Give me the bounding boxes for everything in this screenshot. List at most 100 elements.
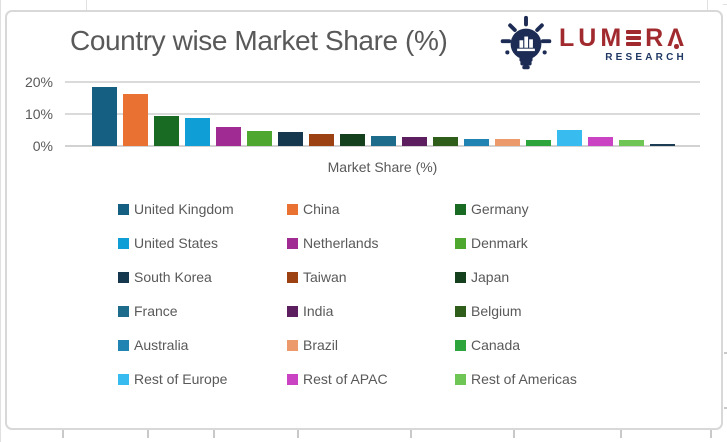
legend-item-united-states[interactable]: United States xyxy=(118,226,287,260)
legend-label: Netherlands xyxy=(303,235,379,251)
legend-item-australia[interactable]: Australia xyxy=(118,328,287,362)
y-tick-10: 10% xyxy=(24,106,53,122)
logo-letter-a: Λ xyxy=(667,23,688,52)
legend-label: China xyxy=(303,201,340,217)
brand-tagline: RESEARCH xyxy=(605,51,687,63)
x-axis-title: Market Share (%) xyxy=(327,159,438,175)
legend-label: Taiwan xyxy=(303,269,347,285)
lightbulb-bar-chart-icon xyxy=(500,15,552,70)
legend-label: Rest of Europe xyxy=(134,371,228,387)
legend-item-taiwan[interactable]: Taiwan xyxy=(287,260,455,294)
legend-swatch-rest-of-europe xyxy=(118,373,129,385)
legend-swatch-japan xyxy=(455,271,466,283)
chart-area[interactable]: Country wise Market Share (%) xyxy=(5,10,723,430)
legend-label: Denmark xyxy=(471,235,528,251)
logo-letter-e-bars xyxy=(626,30,642,46)
bar-china[interactable] xyxy=(123,94,148,146)
legend-label: India xyxy=(303,303,334,319)
legend-label: United Kingdom xyxy=(134,201,234,217)
legend-swatch-germany xyxy=(455,203,466,215)
sheet-column-tick xyxy=(297,430,299,438)
y-tick-20: 20% xyxy=(24,74,53,90)
legend-swatch-rest-of-americas xyxy=(455,373,466,385)
sheet-column-tick xyxy=(410,430,412,438)
legend-item-united-kingdom[interactable]: United Kingdom xyxy=(118,192,287,226)
bar-france[interactable] xyxy=(371,136,396,146)
bar-denmark[interactable] xyxy=(247,131,272,146)
legend-label: Germany xyxy=(471,201,529,217)
legend-label: Brazil xyxy=(303,337,339,353)
legend-item-denmark[interactable]: Denmark xyxy=(455,226,655,260)
chart-legend: United Kingdom China Germany United States N… xyxy=(118,192,655,396)
legend-swatch-belgium xyxy=(455,305,466,317)
bar-rest-of-europe[interactable] xyxy=(557,130,582,146)
legend-item-rest-of-europe[interactable]: Rest of Europe xyxy=(118,362,287,396)
legend-swatch-canada xyxy=(455,339,466,351)
legend-swatch-denmark xyxy=(455,237,466,249)
bar-rest-of-apac[interactable] xyxy=(588,137,613,146)
sheet-gridline-top-1 xyxy=(86,0,87,10)
gridline-10pct xyxy=(65,113,700,115)
sheet-column-tick xyxy=(710,430,712,438)
legend-item-rest-of-americas[interactable]: Rest of Americas xyxy=(455,362,655,396)
legend-item-rest-of-apac[interactable]: Rest of APAC xyxy=(287,362,455,396)
bar-netherlands[interactable] xyxy=(216,127,241,146)
legend-swatch-united-kingdom xyxy=(118,203,129,215)
bar-brazil[interactable] xyxy=(495,139,520,146)
legend-label: South Korea xyxy=(134,269,212,285)
legend-item-germany[interactable]: Germany xyxy=(455,192,655,226)
bar-rest-of-americas[interactable] xyxy=(619,140,644,146)
sheet-column-tick xyxy=(620,430,622,438)
y-tick-0: 0% xyxy=(32,138,53,154)
legend-item-netherlands[interactable]: Netherlands xyxy=(287,226,455,260)
legend-label: Belgium xyxy=(471,303,522,319)
legend-item-south-korea[interactable]: South Korea xyxy=(118,260,287,294)
legend-swatch-united-states xyxy=(118,237,129,249)
legend-item-france[interactable]: France xyxy=(118,294,287,328)
sheet-rowline-right-2 xyxy=(724,352,727,354)
legend-swatch-china xyxy=(287,203,298,215)
legend-swatch-france xyxy=(118,305,129,317)
legend-item-china[interactable]: China xyxy=(287,192,455,226)
legend-swatch-india xyxy=(287,305,298,317)
bar-canada[interactable] xyxy=(526,140,551,146)
sheet-gridline-top-2 xyxy=(707,0,708,10)
legend-item-canada[interactable]: Canada xyxy=(455,328,655,362)
bar-united-states[interactable] xyxy=(185,118,210,146)
bar-japan[interactable] xyxy=(340,134,365,146)
legend-label: Japan xyxy=(471,269,510,285)
chart-title: Country wise Market Share (%) xyxy=(70,25,448,56)
bar-taiwan[interactable] xyxy=(309,134,334,146)
legend-label: Canada xyxy=(471,337,521,353)
legend-item-japan[interactable]: Japan xyxy=(455,260,655,294)
legend-item-india[interactable]: India xyxy=(287,294,455,328)
bar-australia[interactable] xyxy=(464,139,489,146)
sheet-column-tick xyxy=(147,430,149,438)
bar-belgium[interactable] xyxy=(433,137,458,146)
legend-item-brazil[interactable]: Brazil xyxy=(287,328,455,362)
legend-swatch-australia xyxy=(118,339,129,351)
legend-label: France xyxy=(134,303,178,319)
sheet-rowline-right-1 xyxy=(723,4,727,5)
legend-label: Rest of Americas xyxy=(471,371,577,387)
bar-united-kingdom[interactable] xyxy=(92,87,117,146)
sheet-column-tick xyxy=(513,430,515,438)
legend-label: United States xyxy=(134,235,219,251)
legend-label: Australia xyxy=(134,337,189,353)
bar-india[interactable] xyxy=(402,137,427,146)
gridline-20pct xyxy=(65,81,700,83)
sheet-column-tick xyxy=(213,430,215,438)
legend-label: Rest of APAC xyxy=(303,371,388,387)
legend-item-belgium[interactable]: Belgium xyxy=(455,294,655,328)
legend-swatch-rest-of-apac xyxy=(287,373,298,385)
sheet-rowline-right-3 xyxy=(724,407,727,409)
bar-19[interactable] xyxy=(650,144,675,146)
legend-swatch-south-korea xyxy=(118,271,129,283)
bar-germany[interactable] xyxy=(154,116,179,146)
sheet-column-tick xyxy=(62,430,64,438)
bar-south-korea[interactable] xyxy=(278,132,303,146)
gridline-0pct-axis xyxy=(65,145,700,147)
